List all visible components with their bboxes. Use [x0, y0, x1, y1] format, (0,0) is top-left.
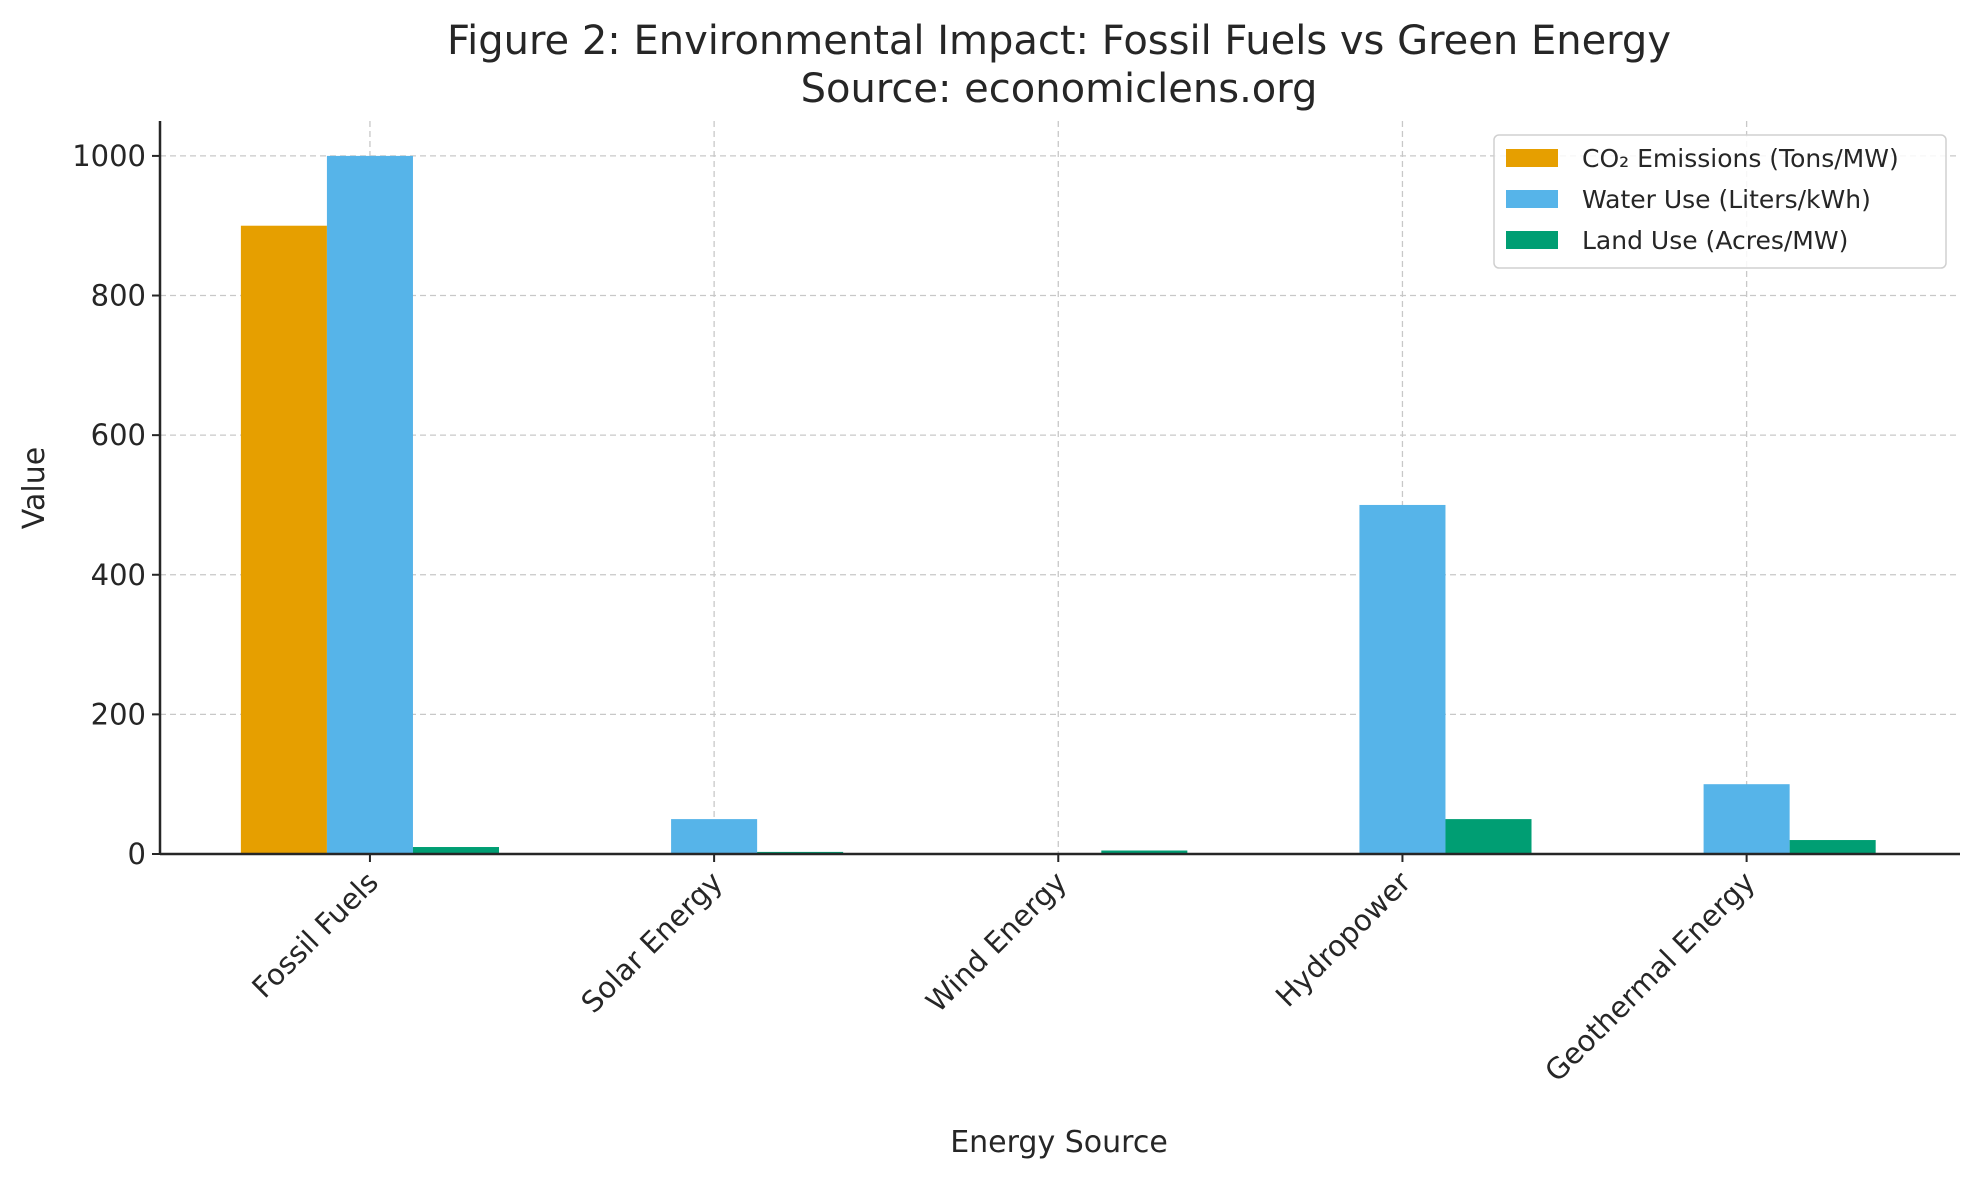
bar-land	[1445, 819, 1532, 854]
legend-swatch	[1506, 149, 1558, 167]
bars	[240, 155, 1876, 854]
bar-water	[326, 155, 413, 854]
legend: CO₂ Emissions (Tons/MW) Water Use (Liters…	[1493, 134, 1947, 269]
x-tick-label: Geothermal Energy	[1538, 865, 1761, 1088]
y-tick-label: 1000	[72, 139, 146, 173]
chart-title: Figure 2: Environmental Impact: Fossil F…	[447, 18, 1671, 64]
chart-subtitle: Source: economiclens.org	[801, 66, 1318, 112]
x-tick-label: Solar Energy	[574, 865, 729, 1020]
legend-label: CO₂ Emissions (Tons/MW)	[1582, 144, 1899, 173]
y-axis-label: Value	[17, 447, 52, 529]
x-axis-label: Energy Source	[950, 1125, 1168, 1160]
legend-swatch	[1506, 190, 1558, 208]
bar-water	[1359, 504, 1446, 854]
y-tick-label: 0	[128, 837, 146, 871]
y-tick-label: 800	[91, 279, 146, 313]
x-tick-label: Fossil Fuels	[245, 865, 385, 1005]
bar-water	[671, 819, 758, 854]
bar-land	[412, 847, 500, 854]
x-tick-label: Wind Energy	[919, 865, 1073, 1019]
bar-land	[1101, 850, 1188, 854]
bar-co	[240, 225, 327, 854]
legend-label: Water Use (Liters/kWh)	[1582, 185, 1871, 214]
legend-label: Land Use (Acres/MW)	[1582, 226, 1848, 255]
y-tick-label: 200	[91, 697, 146, 731]
x-tick-label: Hydropower	[1269, 865, 1418, 1014]
bar-water	[1703, 784, 1790, 854]
y-tick-label: 400	[91, 558, 146, 592]
y-tick-label: 600	[91, 418, 146, 452]
bar-land	[1789, 840, 1876, 854]
legend-swatch	[1506, 231, 1558, 249]
legend-box	[1493, 134, 1947, 269]
